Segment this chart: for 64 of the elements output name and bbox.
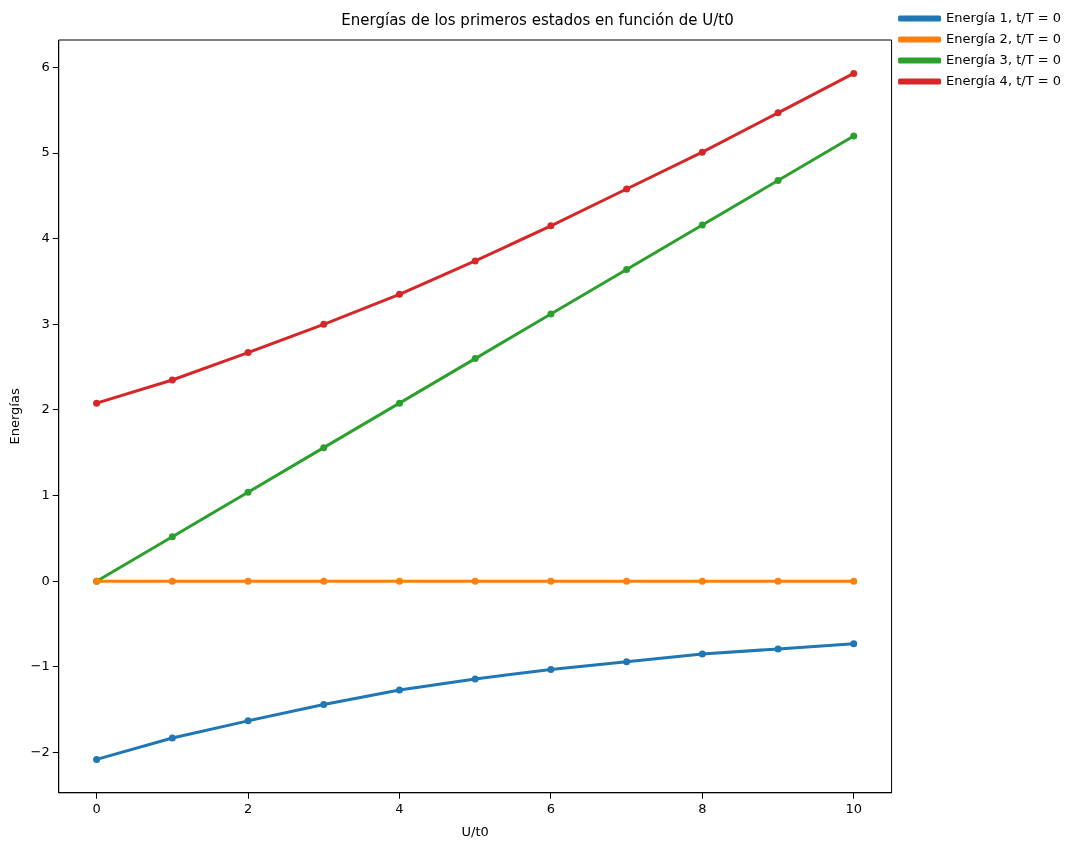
y-tick-label: −1 — [30, 658, 50, 674]
point — [395, 686, 403, 694]
point — [774, 176, 782, 184]
point — [395, 577, 403, 585]
point — [774, 577, 782, 585]
point — [244, 349, 252, 357]
point — [395, 399, 403, 407]
chart-title: Energías de los primeros estados en función de U/t0 — [341, 10, 734, 29]
legend-label: Energía 1, t/T = 0 — [946, 9, 1062, 25]
x-tick-label: 4 — [395, 800, 404, 816]
point — [698, 148, 706, 156]
point — [547, 577, 555, 585]
point — [320, 701, 328, 709]
x-axis-title: U/t0 — [461, 823, 489, 839]
point — [244, 717, 252, 725]
point — [623, 185, 631, 193]
point — [850, 132, 858, 140]
legend-label: Energía 2, t/T = 0 — [946, 30, 1062, 46]
point — [471, 577, 479, 585]
y-tick-label: 4 — [41, 230, 50, 246]
point — [93, 399, 101, 407]
x-tick-label: 6 — [546, 800, 556, 816]
y-tick-label: 0 — [41, 572, 50, 588]
point — [168, 577, 176, 585]
x-tick-label: 8 — [698, 800, 707, 816]
point — [547, 665, 555, 673]
point — [320, 320, 328, 328]
point — [93, 755, 101, 763]
point — [320, 577, 328, 585]
point — [698, 221, 706, 229]
point — [623, 577, 631, 585]
y-tick-label: 2 — [41, 401, 50, 417]
point — [698, 650, 706, 658]
y-tick-label: 3 — [41, 315, 50, 331]
y-tick-label: 5 — [41, 144, 50, 160]
y-tick-label: 6 — [41, 58, 50, 74]
x-tick-label: 2 — [243, 800, 253, 816]
point — [850, 69, 858, 77]
point — [168, 376, 176, 384]
point — [244, 488, 252, 496]
point — [168, 734, 176, 742]
point — [471, 257, 479, 265]
point — [850, 577, 858, 585]
y-tick-label: −2 — [30, 743, 50, 759]
x-tick-label: 10 — [845, 800, 863, 816]
point — [774, 645, 782, 653]
point — [698, 577, 706, 585]
x-tick-label: 0 — [92, 800, 101, 816]
legend-label: Energía 4, t/T = 0 — [946, 72, 1062, 88]
point — [774, 109, 782, 117]
point — [547, 222, 555, 230]
point — [471, 355, 479, 363]
point — [168, 533, 176, 541]
point — [623, 658, 631, 666]
y-tick-label: 1 — [41, 486, 50, 502]
point — [547, 310, 555, 318]
point — [471, 675, 479, 683]
point — [244, 577, 252, 585]
point — [623, 266, 631, 274]
point — [850, 640, 858, 648]
legend-label: Energía 3, t/T = 0 — [946, 51, 1062, 67]
y-axis-title: Energías — [7, 388, 23, 445]
point — [320, 444, 328, 452]
point — [395, 290, 403, 298]
